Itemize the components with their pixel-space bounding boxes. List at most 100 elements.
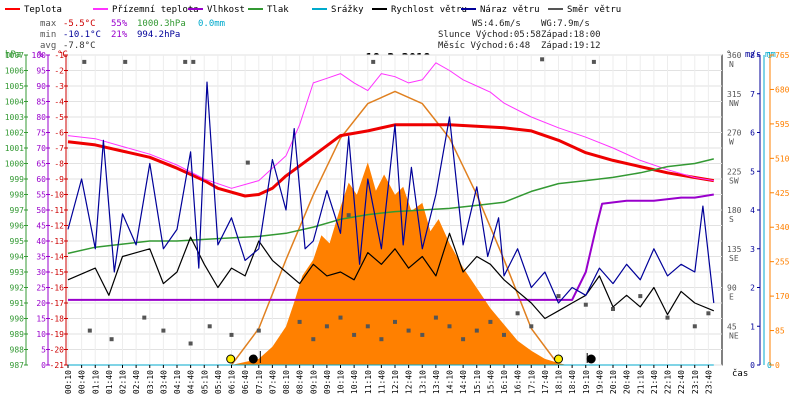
legend-label-6: Náraz větru (480, 5, 540, 15)
wind-direction-point (540, 57, 545, 62)
x-tick-label: 12:10 (391, 370, 400, 394)
axis-tick-label-temperature_c: -18 (50, 315, 65, 324)
wind-direction-point (371, 59, 376, 64)
x-tick-label: 05:40 (214, 370, 223, 394)
series-pressure (67, 158, 714, 255)
stats-max-label: max (40, 19, 57, 29)
unit-time: čas (732, 368, 748, 379)
axis-tick-label-humidity_pct: 25 (36, 284, 46, 293)
x-tick-label: 09:40 (323, 370, 332, 394)
stats-max-temp: -5.5°C (63, 19, 96, 29)
wind-direction-point (583, 302, 588, 307)
axis-tick-label-temperature_c: -14 (50, 253, 65, 262)
axis-tick-label-solar: 85 (775, 327, 785, 336)
axis-tick-label-pressure_hpa: 993 (10, 268, 25, 277)
x-tick-label: 15:10 (473, 370, 482, 394)
axis-tick-label-wind-ms: 4 (750, 206, 755, 215)
axis-tick-label-temperature_c: -2 (54, 67, 64, 76)
axis-tick-label-humidity_pct: 5 (41, 346, 46, 355)
axis-tick-label-temperature_c: -3 (54, 82, 64, 91)
wind-direction-point (611, 307, 615, 311)
axis-tick-label-humidity_pct: 15 (36, 315, 46, 324)
x-tick-label: 10:40 (350, 370, 359, 394)
x-tick-label: 04:10 (173, 370, 182, 394)
axis-tick-label-temperature_c: -5 (54, 113, 64, 122)
stats-avg-label: avg (40, 41, 56, 51)
ws-value: WS:4.6m/s (472, 19, 521, 29)
x-tick-label: 02:40 (132, 370, 141, 394)
axis-tick-label-temperature_c: -13 (50, 237, 65, 246)
axis-tick-label-wind-dir: 225 (727, 167, 742, 176)
axis-tick-label-wind-ms: 2 (750, 284, 755, 293)
axis-tick-label-humidity_pct: 10 (36, 330, 46, 339)
axis-tick-label-wind-dir: 180 (727, 206, 742, 215)
axis-tick-label-wind-ms: 5 (750, 167, 755, 176)
legend-label-1: Přízemní teplota (112, 5, 199, 15)
series-humidity (68, 193, 714, 301)
axis-tick-label-humidity_pct: 30 (36, 268, 46, 277)
unit-temp: °C (57, 50, 68, 60)
axis-tick-label-pressure_hpa: 999 (10, 175, 25, 184)
axis-dir-label: W (729, 138, 734, 147)
wind-direction-point (188, 341, 193, 346)
axis-tick-label-wind-dir: 270 (727, 129, 742, 138)
axis-tick-label-solar: 255 (775, 258, 790, 267)
sunset-icon (554, 354, 563, 364)
axis-dir-label: E (729, 293, 734, 302)
wind-direction-point (447, 324, 452, 329)
axis-dir-label: S (729, 215, 734, 224)
wind-direction-point (393, 319, 397, 324)
wind-direction-point (692, 324, 697, 329)
wind-direction-point (706, 311, 711, 316)
wind-direction-point (488, 319, 493, 324)
axis-tick-label-temperature_c: -8 (54, 160, 64, 169)
x-tick-label: 07:10 (255, 370, 264, 394)
axis-tick-label-solar: 170 (775, 292, 790, 301)
x-tick-label: 07:40 (268, 370, 277, 394)
wind-direction-point (207, 324, 212, 329)
stats-max-press: 1000.3hPa (137, 19, 186, 29)
wind-direction-point (142, 315, 147, 320)
wind-direction-point (245, 160, 250, 165)
x-axis: 00:10 00:40 01:10 01:40 02:10 02:40 03:10 03:40… (64, 365, 713, 394)
moon-set: Západ:19:12 (541, 41, 601, 51)
wind-direction-point (433, 315, 438, 320)
axis-tick-label-wind-dir: 360 (727, 51, 742, 60)
stats-max-rain: 0.0mm (198, 19, 225, 29)
x-tick-label: 10:10 (337, 370, 346, 394)
axis-tick-label-wind-dir: 135 (727, 245, 742, 254)
axis-tick-label-pressure_hpa: 988 (10, 346, 25, 355)
legend-label-7: Směr větru (567, 5, 621, 15)
axis-tick-label-wind-ms: 8 (750, 51, 755, 60)
axis-tick-label-humidity_pct: 100 (32, 51, 47, 60)
x-tick-label: 00:10 (64, 370, 73, 394)
wind-direction-point (123, 59, 128, 64)
unit-dir: ° (726, 50, 731, 60)
legend-label-5: Rychlost větru (391, 5, 467, 15)
x-tick-label: 11:40 (377, 370, 386, 394)
x-tick-label: 13:10 (418, 370, 427, 394)
wind-direction-point (406, 328, 411, 333)
wind-direction-point (338, 315, 343, 320)
axis-tick-label-humidity_pct: 45 (36, 222, 46, 231)
legend: Teplota Přízemní teplota Vlhkost Tlak Srážky… (5, 5, 621, 15)
x-tick-label: 15:40 (486, 370, 495, 394)
series-solar-area (231, 162, 567, 365)
axis-dir-label: N (729, 60, 734, 69)
x-tick-label: 22:40 (677, 370, 686, 394)
axis-tick-label-pressure_hpa: 991 (10, 299, 25, 308)
axis-tick-label-temperature_c: -12 (50, 222, 65, 231)
x-tick-label: 03:40 (159, 370, 168, 394)
axis-tick-label-wind-ms: 1 (750, 322, 755, 331)
unit-ms: m/s (745, 50, 761, 60)
moonrise-icon (248, 354, 258, 364)
axis-dir-label: NW (729, 99, 739, 108)
x-tick-label: 00:40 (78, 370, 87, 394)
axis-tick-label-temperature_c: -10 (50, 191, 65, 200)
axis-tick-label-pressure_hpa: 1002 (5, 129, 24, 138)
wind-direction-point (109, 337, 114, 342)
x-tick-label: 17:40 (541, 370, 550, 394)
x-tick-label: 01:40 (105, 370, 114, 394)
wind-direction-point (365, 324, 370, 329)
